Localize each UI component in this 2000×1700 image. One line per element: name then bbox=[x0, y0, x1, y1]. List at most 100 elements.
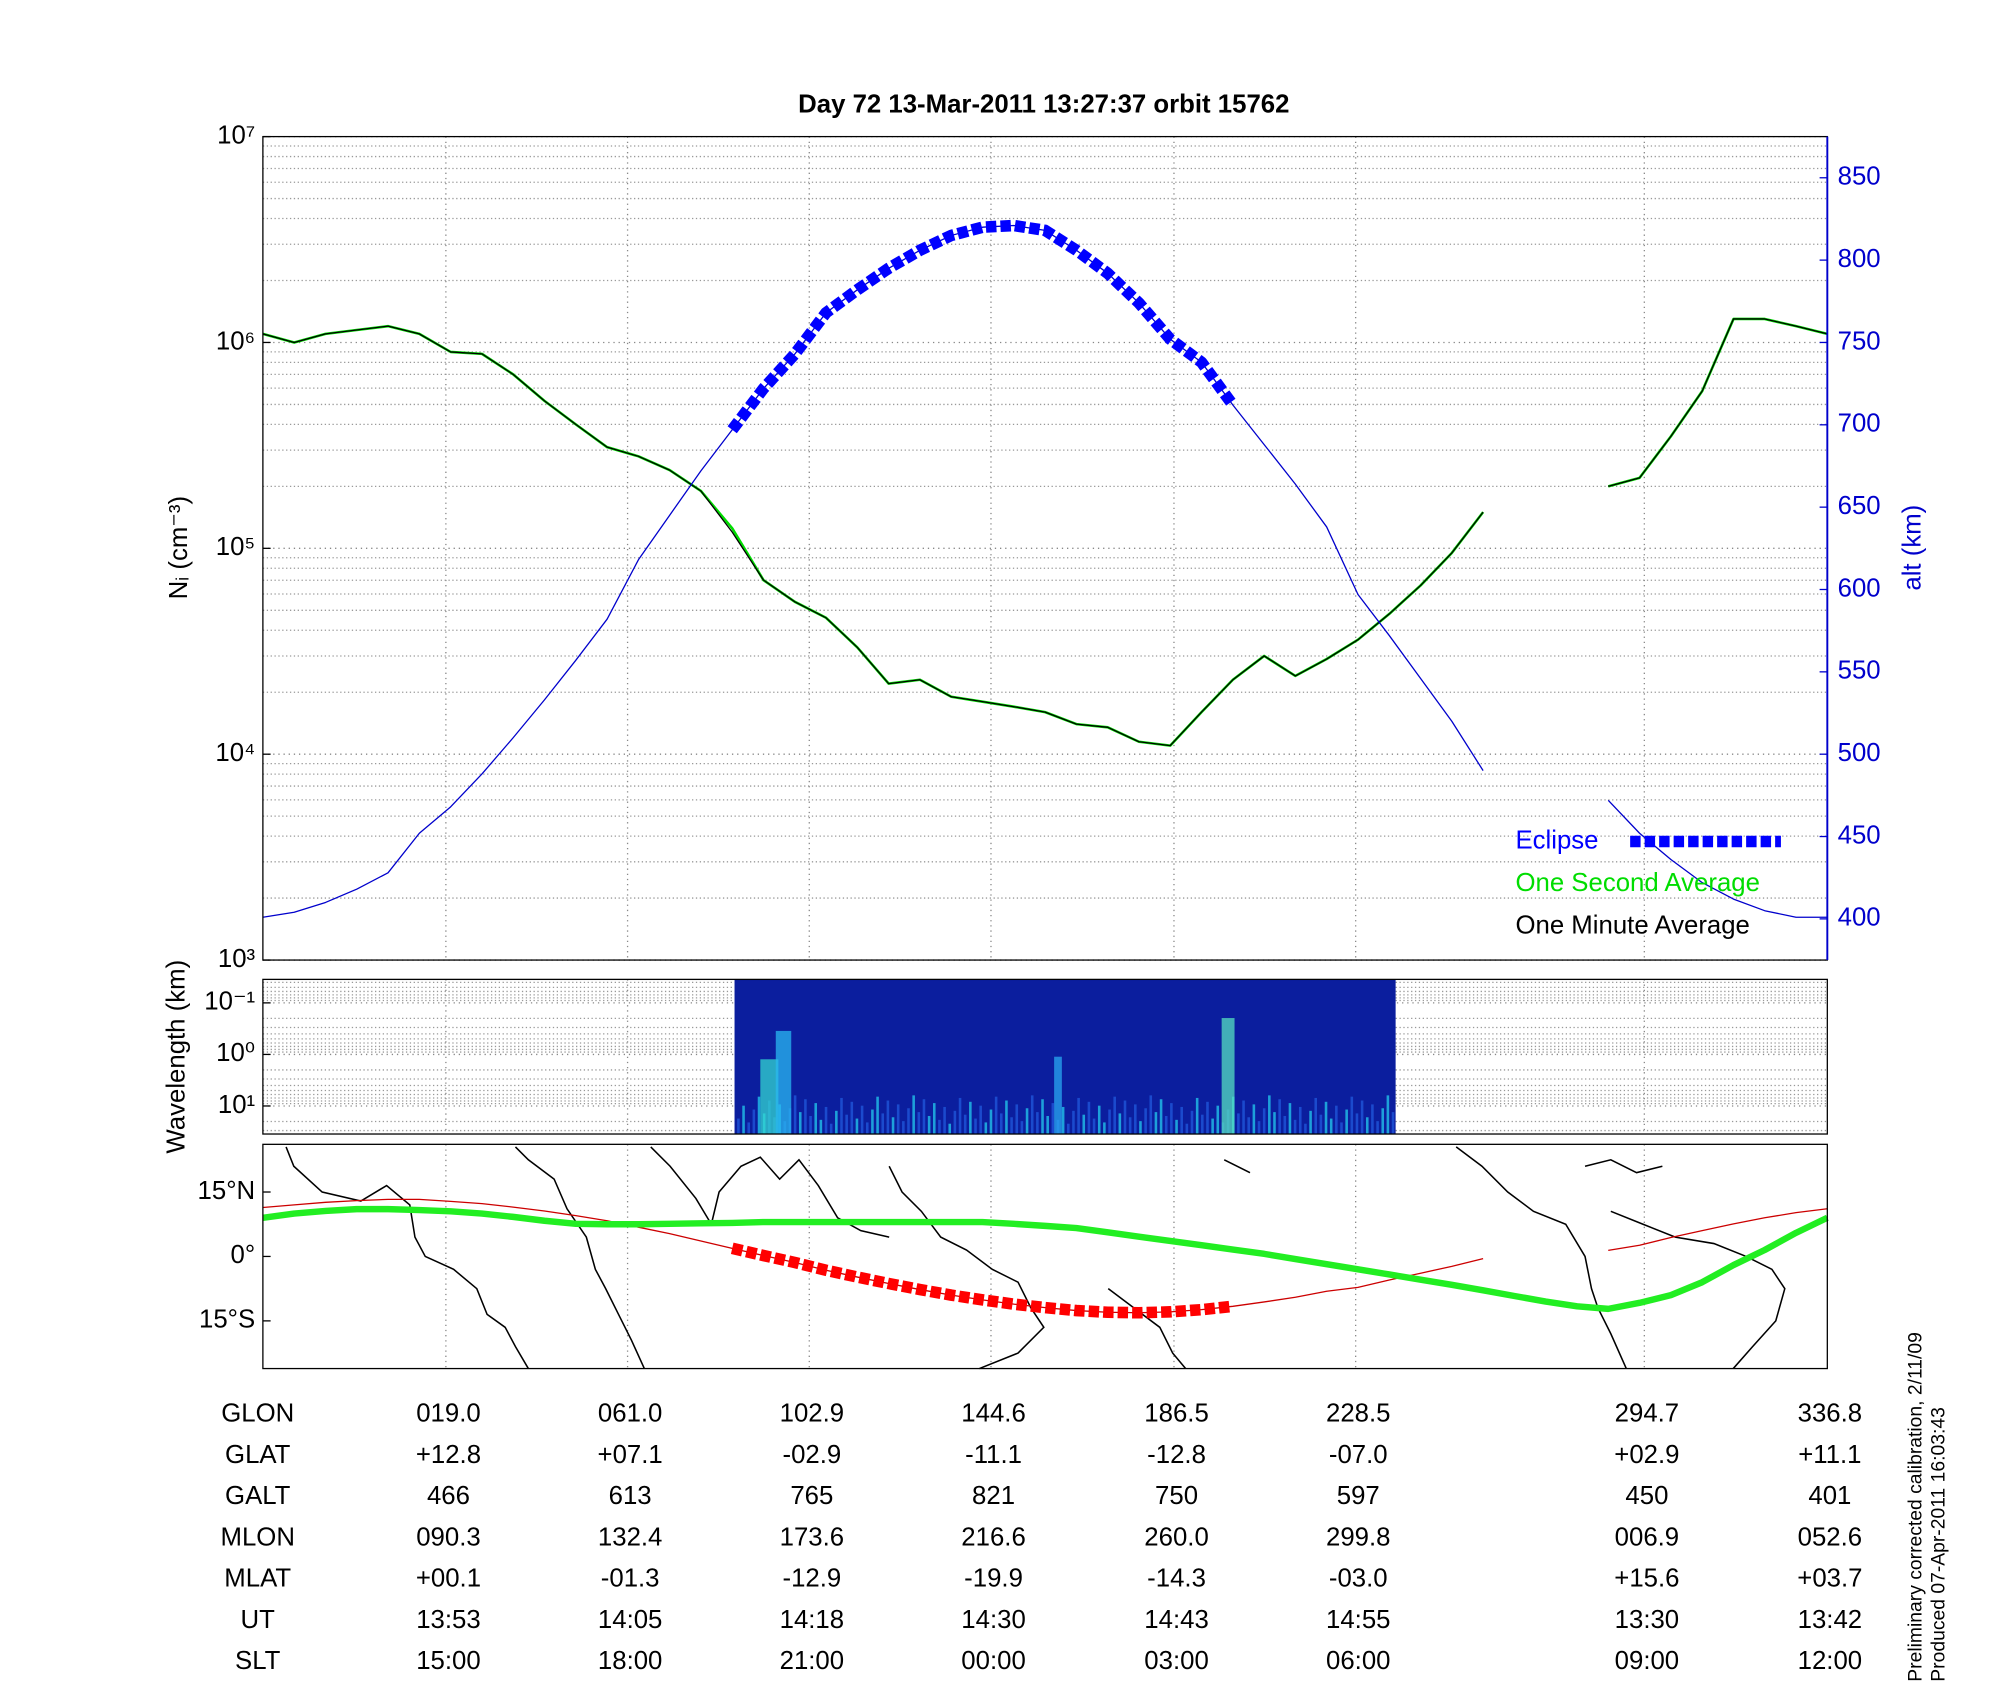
spectrogram-stripe bbox=[1139, 1121, 1142, 1135]
table-cell: 13:30 bbox=[1615, 1606, 1679, 1634]
y2-tick-label: 450 bbox=[1838, 821, 1881, 849]
y2-tick-label: 650 bbox=[1838, 492, 1881, 520]
footer-note: Produced 07-Apr-2011 16:03:43 bbox=[1929, 1407, 1950, 1682]
table-cell: 228.5 bbox=[1326, 1400, 1390, 1428]
table-cell: 14:30 bbox=[961, 1606, 1025, 1634]
spectrogram-stripe bbox=[948, 1123, 952, 1135]
table-cell: -03.0 bbox=[1329, 1565, 1388, 1593]
spectrogram-stripe bbox=[850, 1101, 854, 1135]
spectrogram-y-label: Wavelength (km) bbox=[163, 960, 191, 1154]
table-cell: 00:00 bbox=[961, 1647, 1025, 1675]
table-cell: -14.3 bbox=[1147, 1565, 1206, 1593]
spectrogram-stripe bbox=[1242, 1100, 1245, 1135]
table-cell: 102.9 bbox=[780, 1400, 844, 1428]
table-cell: 019.0 bbox=[416, 1400, 480, 1428]
table-cell: 173.6 bbox=[780, 1523, 844, 1551]
spectrogram-stripe bbox=[1190, 1110, 1194, 1135]
spectrogram-stripe bbox=[1046, 1115, 1049, 1135]
spectrogram-stripe bbox=[855, 1118, 859, 1135]
table-cell: 14:55 bbox=[1326, 1606, 1390, 1634]
table-cell: 006.9 bbox=[1615, 1523, 1679, 1551]
spectrogram-stripe bbox=[881, 1113, 885, 1135]
legend-label: One Minute Average bbox=[1515, 911, 1749, 939]
coast-caribbean bbox=[1584, 1158, 1663, 1174]
spectrogram-stripe bbox=[1252, 1104, 1256, 1135]
table-cell: 090.3 bbox=[416, 1523, 480, 1551]
spectrogram-stripe bbox=[1051, 1103, 1055, 1135]
series-line bbox=[262, 318, 1828, 747]
table-cell: +11.1 bbox=[1798, 1441, 1861, 1469]
spectrogram-stripe bbox=[876, 1096, 879, 1135]
row-label: MLON bbox=[221, 1523, 295, 1551]
spectrogram-stripe bbox=[1288, 1103, 1292, 1135]
spectrogram-feature bbox=[775, 1030, 792, 1135]
spectrogram-stripe bbox=[840, 1097, 843, 1135]
spectrogram-stripe bbox=[1144, 1108, 1147, 1135]
spectrogram-stripe bbox=[938, 1119, 941, 1135]
y-tick-label: 15°S bbox=[199, 1306, 255, 1334]
spectrogram-texture bbox=[737, 1018, 1395, 1135]
spectrogram-stripe bbox=[896, 1104, 900, 1135]
table-cell: 14:18 bbox=[780, 1606, 844, 1634]
spectrogram-stripe bbox=[984, 1122, 988, 1135]
series-line bbox=[262, 1198, 1828, 1314]
spectrogram-stripe bbox=[974, 1118, 977, 1135]
spectrogram-stripe bbox=[1329, 1118, 1333, 1135]
spectrogram-stripe bbox=[845, 1114, 848, 1135]
spectrogram-stripe bbox=[886, 1100, 890, 1135]
series-line bbox=[262, 1205, 1829, 1313]
spectrogram-stripe bbox=[1365, 1117, 1369, 1135]
table-cell: 450 bbox=[1625, 1482, 1668, 1510]
table-cell: -02.9 bbox=[782, 1441, 841, 1469]
table-cell: 336.8 bbox=[1798, 1400, 1862, 1428]
spectrogram-stripe bbox=[1278, 1099, 1281, 1135]
spectrogram-stripe bbox=[902, 1121, 905, 1135]
table-cell: 15:00 bbox=[416, 1647, 480, 1675]
table-cell: +15.6 bbox=[1614, 1565, 1679, 1593]
spectrogram-stripe bbox=[1355, 1113, 1359, 1135]
spectrogram-stripe bbox=[1237, 1113, 1240, 1135]
spectrogram-stripe bbox=[979, 1105, 982, 1135]
spectrogram-stripe bbox=[963, 1114, 967, 1135]
coast-asia bbox=[650, 1146, 890, 1238]
coast-americas-east bbox=[1610, 1210, 1786, 1370]
spectrogram-stripe bbox=[793, 1095, 797, 1135]
spectrogram-stripe bbox=[1304, 1123, 1307, 1135]
table-cell: -12.8 bbox=[1147, 1441, 1206, 1469]
coastlines bbox=[285, 1146, 1786, 1370]
table-cell: +12.8 bbox=[416, 1441, 481, 1469]
y2-tick-label: 500 bbox=[1838, 739, 1881, 767]
y2-tick-label: 750 bbox=[1838, 327, 1881, 355]
spectrogram-stripe bbox=[1293, 1119, 1297, 1135]
spectrogram-stripe bbox=[953, 1110, 957, 1135]
y2-tick-label: 700 bbox=[1838, 410, 1881, 438]
spectrogram-stripe bbox=[737, 1118, 740, 1135]
spectrogram-stripe bbox=[1020, 1121, 1024, 1135]
spectrogram-stripe bbox=[757, 1096, 761, 1135]
coast-islands bbox=[1223, 1159, 1251, 1174]
spectrogram-stripe bbox=[829, 1123, 833, 1135]
table-cell: 597 bbox=[1337, 1482, 1380, 1510]
spectrogram-stripe bbox=[1201, 1114, 1204, 1135]
table-cell: 13:53 bbox=[416, 1606, 480, 1634]
spectrogram-stripe bbox=[865, 1122, 869, 1135]
spectrogram-stripe bbox=[1298, 1106, 1302, 1135]
spectrogram-stripe bbox=[1247, 1117, 1250, 1135]
table-cell: 061.0 bbox=[598, 1400, 662, 1428]
spectrogram-stripe bbox=[1309, 1110, 1312, 1135]
spectrogram-stripe bbox=[1268, 1095, 1271, 1135]
spectrogram-stripe bbox=[1082, 1114, 1086, 1135]
spectrogram-stripe bbox=[798, 1112, 802, 1135]
spectrogram-stripe bbox=[907, 1108, 910, 1135]
table-cell: 14:43 bbox=[1144, 1606, 1208, 1634]
spectrogram-stripe bbox=[1072, 1110, 1075, 1135]
table-cell: 821 bbox=[972, 1482, 1015, 1510]
spectrogram-stripe bbox=[1185, 1123, 1189, 1135]
spectrogram-stripe bbox=[891, 1117, 895, 1135]
spectrogram-stripe bbox=[1149, 1095, 1153, 1135]
spectrogram-stripe bbox=[1092, 1118, 1096, 1135]
table-cell: -01.3 bbox=[601, 1565, 660, 1593]
spectrogram-stripe bbox=[1113, 1096, 1116, 1135]
